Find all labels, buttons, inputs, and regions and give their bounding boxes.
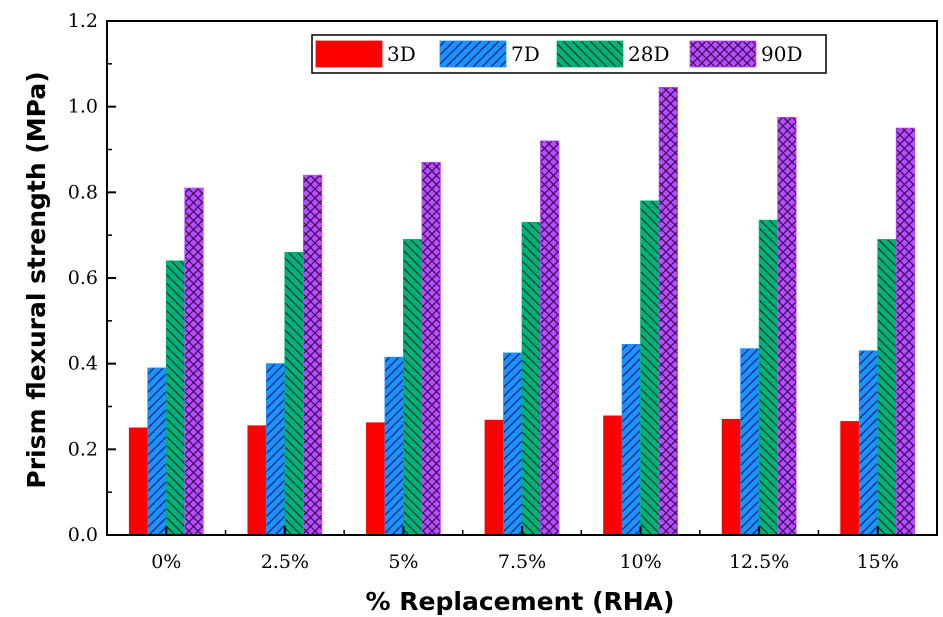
- y-tick-label: 1.0: [68, 96, 98, 118]
- legend-label-90D: 90D: [761, 42, 802, 66]
- bar-3D-12.5pct: [721, 418, 742, 536]
- bar-7D-2.5pct: [265, 363, 286, 536]
- x-tick-label: 5%: [388, 551, 418, 573]
- legend-swatch-28D: [556, 40, 624, 68]
- bar-3D-15pct: [840, 421, 860, 536]
- bar-28D-12.5pct: [758, 219, 779, 536]
- bar-28D-0pct: [165, 260, 186, 536]
- bar-90D-0pct: [184, 187, 204, 536]
- bar-3D-5pct: [366, 422, 386, 536]
- y-tick-label: 0.0: [68, 524, 98, 546]
- x-tick-label: 2.5%: [261, 551, 309, 573]
- y-tick-label: 0.8: [68, 181, 98, 203]
- x-tick-label: 10%: [619, 551, 661, 573]
- bar-3D-0pct: [128, 427, 149, 536]
- y-tick-label: 0.6: [68, 267, 98, 289]
- bar-28D-7.5pct: [521, 221, 541, 536]
- y-tick-label: 1.2: [68, 10, 98, 32]
- bar-90D-15pct: [895, 127, 916, 536]
- bar-3D-10pct: [603, 415, 623, 536]
- bar-7D-7.5pct: [503, 352, 523, 536]
- legend-label-28D: 28D: [628, 42, 669, 66]
- bar-7D-15pct: [858, 350, 879, 536]
- bar-7D-5pct: [384, 356, 404, 536]
- bar-28D-2.5pct: [284, 251, 304, 536]
- x-axis-title: % Replacement (RHA): [366, 587, 675, 616]
- x-tick-label: 7.5%: [498, 551, 546, 573]
- legend-label-3D: 3D: [387, 42, 416, 66]
- bar-7D-12.5pct: [740, 348, 760, 536]
- x-tick-label: 0%: [151, 551, 181, 573]
- bar-7D-0pct: [147, 367, 167, 536]
- y-tick-label: 0.4: [68, 353, 98, 375]
- y-axis-title: Prism flexural strength (MPa): [22, 71, 51, 488]
- bar-28D-5pct: [403, 239, 423, 536]
- legend-swatch-3D: [315, 40, 383, 68]
- bar-7D-10pct: [621, 343, 641, 536]
- bar-90D-2.5pct: [302, 174, 323, 536]
- bar-3D-7.5pct: [484, 419, 504, 536]
- bar-90D-5pct: [421, 161, 441, 536]
- bar-90D-7.5pct: [540, 140, 560, 536]
- bar-28D-15pct: [877, 239, 897, 536]
- legend-swatch-90D: [689, 40, 757, 68]
- legend-swatch-7D: [439, 40, 507, 68]
- bar-28D-10pct: [640, 200, 660, 536]
- bar-90D-12.5pct: [777, 116, 797, 536]
- x-tick-label: 12.5%: [729, 551, 789, 573]
- y-tick-label: 0.2: [68, 438, 98, 460]
- x-tick-label: 15%: [857, 551, 899, 573]
- bar-90D-10pct: [658, 86, 678, 536]
- bar-3D-2.5pct: [247, 425, 267, 536]
- legend-label-7D: 7D: [511, 42, 540, 66]
